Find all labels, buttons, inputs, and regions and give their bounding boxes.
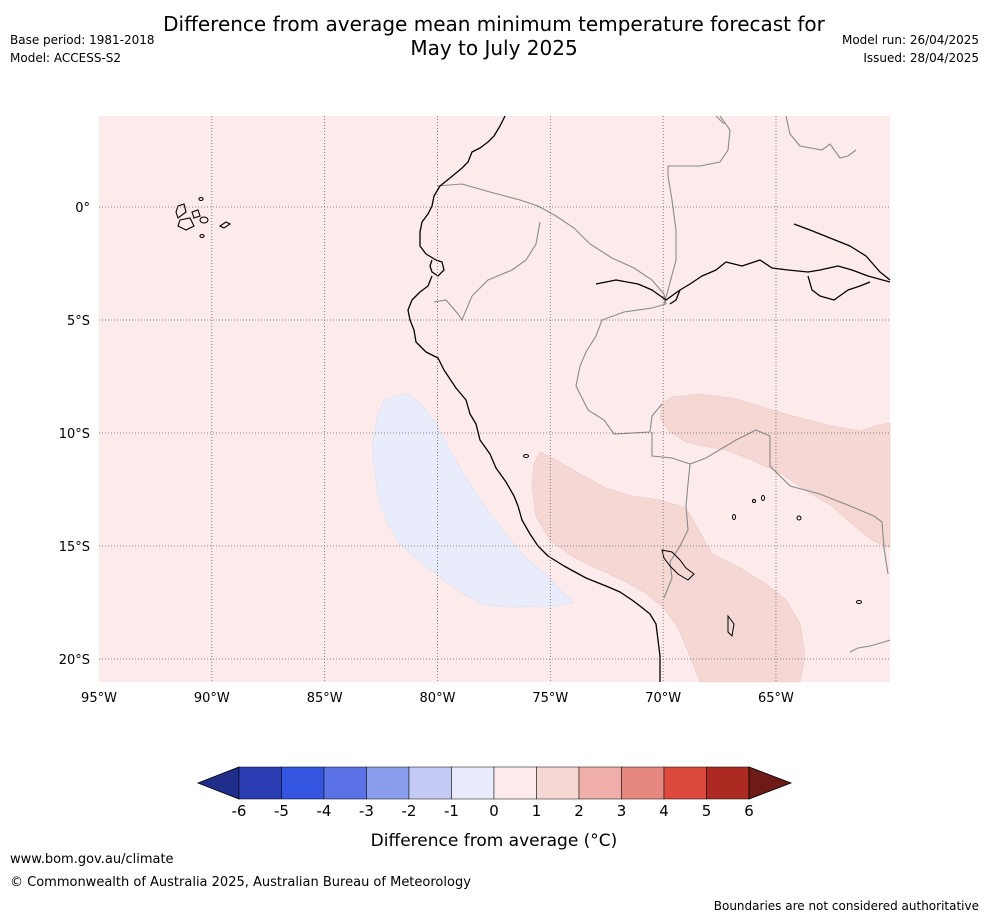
longitude-label: 95°W	[81, 691, 117, 706]
colorbar-segment	[281, 766, 325, 800]
offshore-cool-patch	[372, 392, 575, 608]
colorbar-tick: 2	[574, 802, 584, 820]
colorbar-tick: -1	[444, 802, 459, 820]
colorbar-segment	[238, 766, 282, 800]
galapagos-islands	[175, 196, 232, 239]
colorbar-segment	[323, 766, 367, 800]
latitude-label: 0°	[75, 201, 90, 216]
footer-note: Boundaries are not considered authoritat…	[713, 899, 979, 913]
colorbar-segment	[706, 766, 750, 800]
colorbar-segment	[366, 766, 410, 800]
graticule	[99, 116, 890, 682]
amazon-warm-patch	[659, 393, 891, 549]
colorbar-segment	[451, 766, 495, 800]
model-run: Model run: 26/04/2025	[841, 33, 979, 47]
latitude-label: 15°S	[59, 540, 90, 555]
base-period: Base period: 1981-2018	[10, 33, 155, 47]
coastlines	[407, 115, 891, 682]
meta-left: Base period: 1981-2018 Model: ACCESS-S2	[10, 31, 155, 67]
country-borders	[433, 115, 891, 653]
colorbar-segment	[493, 766, 537, 800]
latitude-label: 20°S	[59, 653, 90, 668]
colorbar-segment	[578, 766, 622, 800]
longitude-label: 80°W	[420, 691, 456, 706]
colorbar-tick-labels: -6 -5 -4 -3 -2 -1 0 1 2 3 4 5 6	[232, 802, 754, 820]
colorbar-tick: 4	[659, 802, 669, 820]
latitude-label: 5°S	[67, 314, 90, 329]
longitude-label: 75°W	[532, 691, 568, 706]
longitude-labels: 95°W 90°W 85°W 80°W 75°W 70°W 65°W	[81, 691, 794, 706]
colorbar-label: Difference from average (°C)	[371, 831, 618, 851]
chart-title: Difference from average mean minimum tem…	[0, 12, 988, 60]
colorbar-max-arrow	[748, 766, 793, 800]
longitude-label: 70°W	[645, 691, 681, 706]
footer-copyright: © Commonwealth of Australia 2025, Austra…	[10, 875, 471, 890]
colorbar	[196, 766, 793, 800]
colorbar-segment	[663, 766, 707, 800]
colorbar-tick: 5	[702, 802, 712, 820]
footer-url[interactable]: www.bom.gov.au/climate	[10, 852, 174, 867]
colorbar-tick: 3	[617, 802, 627, 820]
colorbar-tick: -3	[359, 802, 374, 820]
lake-islands	[523, 454, 862, 638]
colorbar-segment	[536, 766, 580, 800]
title-line-1: Difference from average mean minimum tem…	[163, 12, 825, 36]
longitude-label: 85°W	[307, 691, 343, 706]
colorbar-segment	[621, 766, 665, 800]
colorbar-tick: 1	[532, 802, 542, 820]
latitude-label: 10°S	[59, 427, 90, 442]
andes-warm-patch	[531, 451, 806, 683]
latitude-labels: 0° 5°S 10°S 15°S 20°S	[59, 201, 90, 668]
colorbar-tick: -6	[232, 802, 247, 820]
colorbar-tick: -5	[274, 802, 289, 820]
colorbar-segment	[408, 766, 452, 800]
colorbar-min-arrow	[196, 766, 240, 800]
colorbar-tick: 0	[489, 802, 499, 820]
colorbar-tick: -2	[402, 802, 417, 820]
colorbar-tick: 6	[744, 802, 754, 820]
longitude-label: 90°W	[194, 691, 230, 706]
title-line-2: May to July 2025	[410, 36, 578, 60]
meta-right: Model run: 26/04/2025 Issued: 28/04/2025	[842, 31, 979, 67]
model-name: Model: ACCESS-S2	[10, 51, 122, 65]
colorbar-tick: -4	[317, 802, 332, 820]
issued-date: Issued: 28/04/2025	[863, 51, 979, 65]
longitude-label: 65°W	[758, 691, 794, 706]
